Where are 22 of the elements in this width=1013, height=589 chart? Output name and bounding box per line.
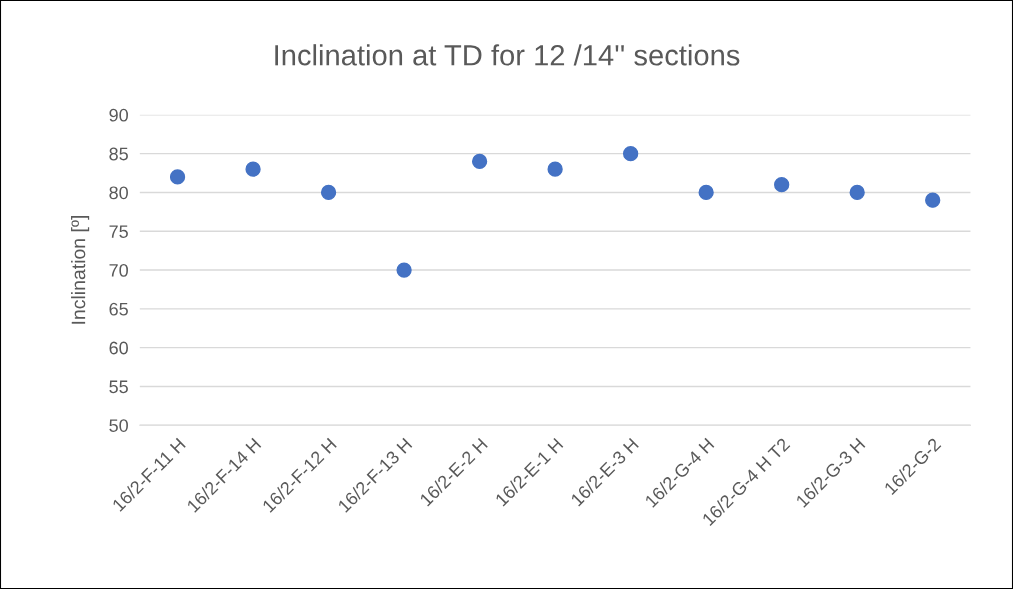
point: [471, 153, 488, 170]
y-tick-label: 65: [109, 302, 128, 316]
point: [396, 262, 412, 278]
y-axis-title: Inclination [º]: [71, 216, 90, 324]
y-tick-label: 70: [109, 263, 128, 277]
point: [245, 161, 261, 177]
y-tick-label: 90: [109, 108, 128, 122]
y-tick-label: 60: [109, 341, 128, 355]
y-tick-label: 55: [109, 380, 128, 394]
point: [698, 184, 714, 201]
y-tick-label: 75: [109, 225, 128, 238]
point: [925, 192, 941, 208]
point: [849, 184, 865, 201]
point: [320, 184, 337, 201]
y-tick-label: 80: [109, 186, 128, 200]
point: [169, 169, 186, 185]
chart-title: Inclination at TD for 12 /14'' sections: [275, 44, 740, 66]
y-tick-label: 50: [109, 419, 128, 432]
y-tick-label: 85: [109, 147, 128, 161]
point: [622, 146, 639, 162]
point: [774, 177, 790, 193]
point: [547, 161, 563, 177]
